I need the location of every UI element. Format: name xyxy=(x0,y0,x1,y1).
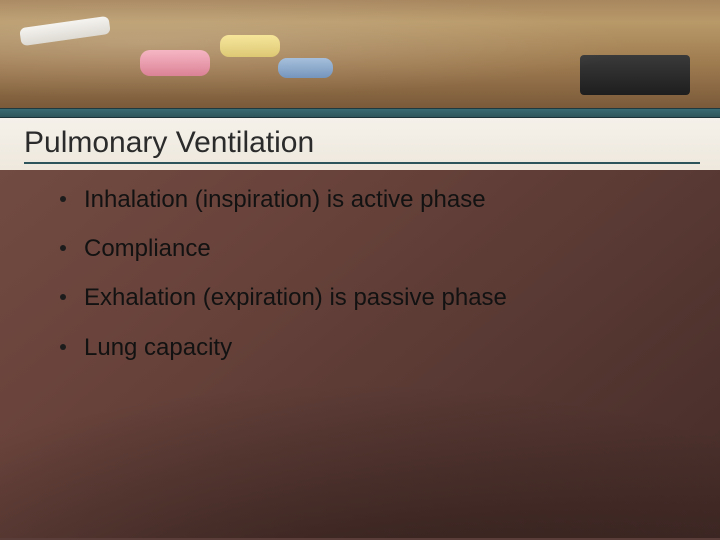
bullet-icon xyxy=(60,294,66,300)
list-item: Exhalation (expiration) is passive phase xyxy=(60,282,680,313)
bullet-icon xyxy=(60,196,66,202)
bullet-text: Compliance xyxy=(84,233,211,264)
slide-title: Pulmonary Ventilation xyxy=(24,126,700,160)
bullet-icon xyxy=(60,344,66,350)
title-block: Pulmonary Ventilation xyxy=(0,118,720,170)
body-area: Inhalation (inspiration) is active phase… xyxy=(0,170,720,538)
divider-bar xyxy=(0,108,720,118)
bullet-icon xyxy=(60,245,66,251)
bullet-text: Exhalation (expiration) is passive phase xyxy=(84,282,507,313)
bullet-text: Lung capacity xyxy=(84,332,232,363)
title-underline xyxy=(24,162,700,164)
header-decorative-image xyxy=(0,0,720,108)
list-item: Lung capacity xyxy=(60,332,680,363)
bullet-list: Inhalation (inspiration) is active phase… xyxy=(60,184,680,363)
soft-light-overlay xyxy=(0,0,720,108)
list-item: Inhalation (inspiration) is active phase xyxy=(60,184,680,215)
list-item: Compliance xyxy=(60,233,680,264)
bullet-text: Inhalation (inspiration) is active phase xyxy=(84,184,486,215)
slide: Pulmonary Ventilation Inhalation (inspir… xyxy=(0,0,720,540)
